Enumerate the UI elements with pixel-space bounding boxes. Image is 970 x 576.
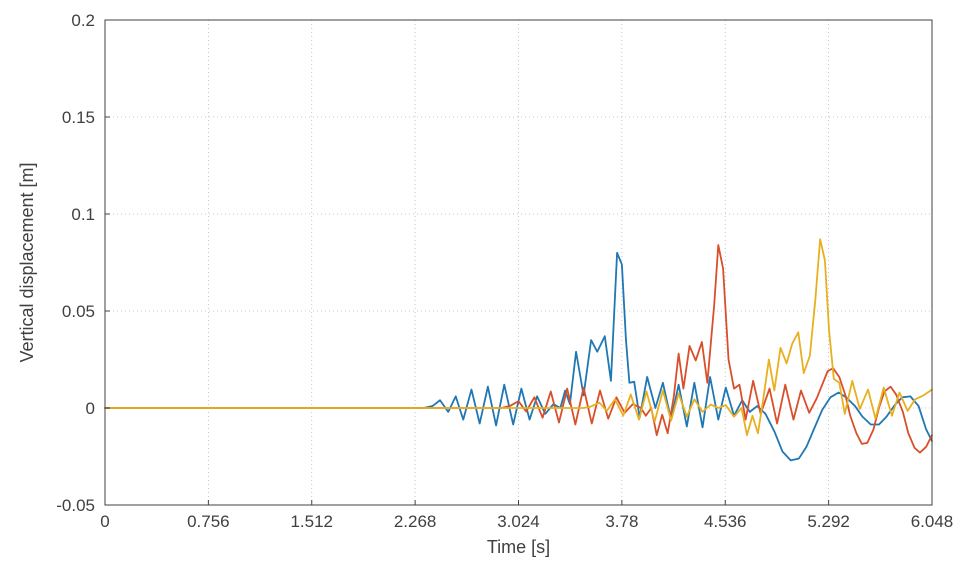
chart-background [0, 0, 970, 576]
xtick-label: 2.268 [394, 512, 437, 531]
xtick-label: 1.512 [290, 512, 333, 531]
ytick-label: 0.05 [62, 302, 95, 321]
ytick-label: 0.2 [71, 11, 95, 30]
chart-container: 0 0.756 1.512 2.268 3.024 3.78 4.536 5.292 6.048… [0, 0, 970, 576]
ytick-label: -0.05 [56, 496, 95, 515]
y-axis-label: Vertical displacement [m] [17, 162, 37, 362]
x-axis-label: Time [s] [487, 537, 550, 557]
xtick-label: 4.536 [704, 512, 747, 531]
displacement-chart: 0 0.756 1.512 2.268 3.024 3.78 4.536 5.292 6.048… [0, 0, 970, 576]
ytick-label: 0.15 [62, 108, 95, 127]
xtick-label: 5.292 [807, 512, 850, 531]
xtick-label: 6.048 [911, 512, 954, 531]
ytick-label: 0.1 [71, 205, 95, 224]
xtick-label: 3.024 [497, 512, 540, 531]
xtick-label: 0 [100, 512, 109, 531]
xtick-label: 0.756 [187, 512, 230, 531]
ytick-label: 0 [86, 399, 95, 418]
xtick-label: 3.78 [605, 512, 638, 531]
